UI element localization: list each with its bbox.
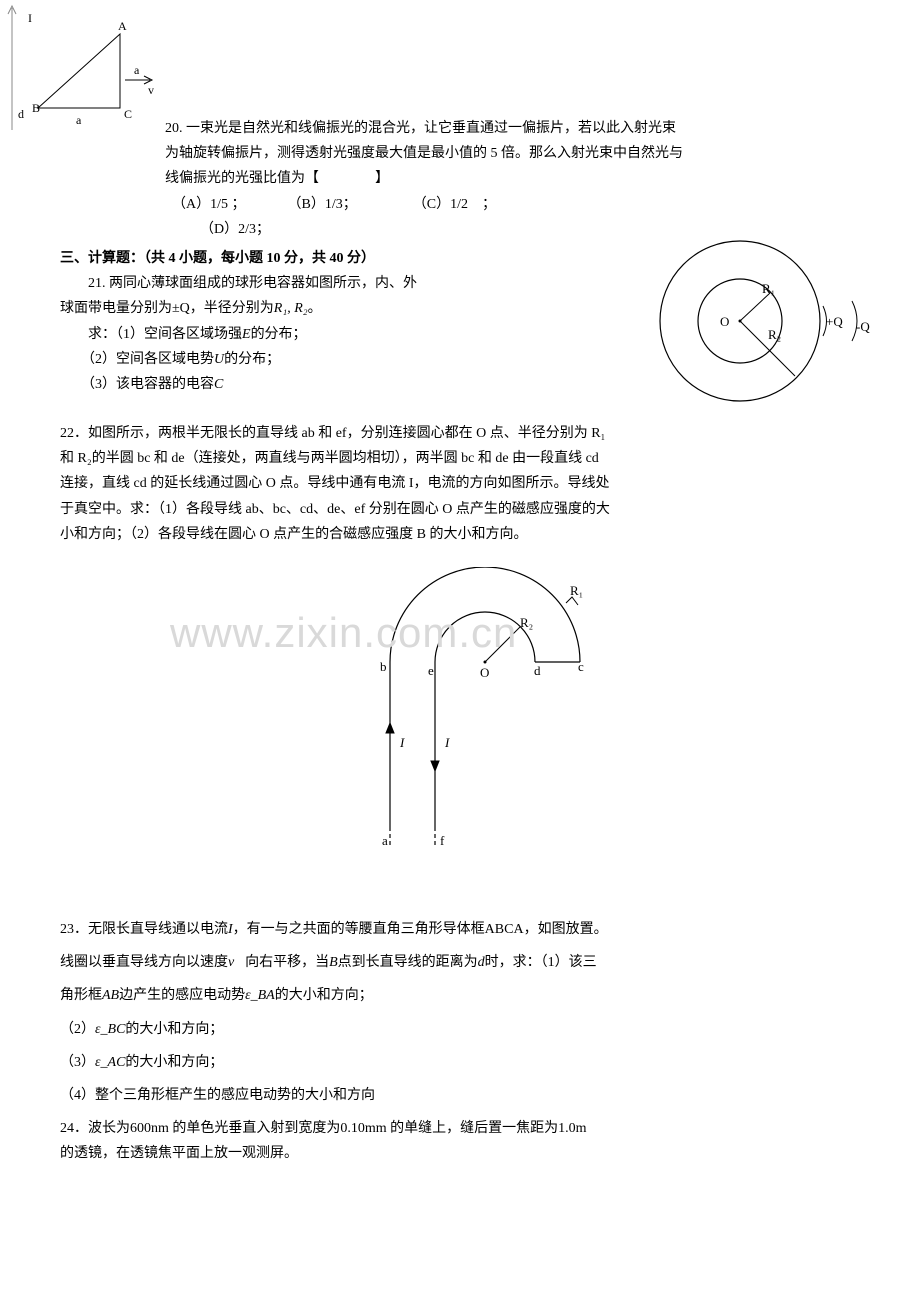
q20-line2: 为轴旋转偏振片，测得透射光强度最大值是最小值的 5 倍。那么入射光束中自然光与 [165,141,860,166]
label-a1: a [134,63,140,77]
circles-O: O [720,314,729,329]
q21-sub2: （2）空间各区域电势U的分布； [60,347,460,372]
circles-plusQ: +Q [826,314,843,329]
label-a2: a [76,113,82,127]
q21-l1: 21. 两同心薄球面组成的球形电容器如图所示，内、外 [60,271,460,296]
label-A: A [118,19,127,33]
arc-a: a [382,833,388,848]
q24-line: 24．波长为600nm 的单色光垂直入射到宽度为0.10mm 的单缝上，缝后置一… [60,1116,860,1166]
q21-sub3: （3）该电容器的电容C [60,372,460,397]
q22-p3: 连接，直线 cd 的延长线通过圆心 O 点。导线中通有电流 I，电流的方向如图所… [60,471,860,496]
q22-p2: 和 R₂的半圆 bc 和 de（连接处，两直线与两半圆均相切），两半圆 bc 和… [60,446,860,471]
arc-f: f [440,833,445,848]
arc-I1: I [399,735,405,750]
q20-opt-c: （C）1/2 ； [420,197,496,212]
q21-l2: 球面带电量分别为±Q，半径分别为R₁, R₂。 [60,296,460,321]
label-C: C [124,107,132,121]
label-v: v [148,83,154,97]
q22-p1: 22．如图所示，两根半无限长的直导线 ab 和 ef，分别连接圆心都在 O 点、… [60,421,860,446]
q23-l3: 角形框AB边产生的感应电动势ε_BA的大小和方向； [60,983,860,1008]
q23-s3: （3）ε_AC的大小和方向； [60,1050,860,1075]
circles-minusQ: -Q [856,319,870,334]
arc-e: e [428,663,434,678]
q20-opt-d: （D）2/3； [207,222,270,237]
arc-I2: I [444,735,450,750]
arc-R1: R₁ [570,583,583,598]
q20-opt-a: （A）1/5 ； [179,197,239,212]
q20-line1: 20. 一束光是自然光和线偏振光的混合光，让它垂直通过一偏振片，若以此入射光束 [165,116,860,141]
figure-triangle: I A B C a a d v [0,0,160,140]
arc-R2: R₂ [520,615,533,630]
label-d: d [18,107,24,121]
figure-arcs: b c d e O R₁ R₂ a f I I [320,567,600,857]
q22-p4: 于真空中。求：（1）各段导线 ab、bc、cd、de、ef 分别在圆心 O 点产… [60,497,860,522]
arc-O: O [480,665,489,680]
q22-p5: 小和方向；（2）各段导线在圆心 O 点产生的合磁感应强度 B 的大小和方向。 [60,522,860,547]
q23-l2: 线圈以垂直导线方向以速度v⃗向右平移，当B点到长直导线的距离为d时，求：（1）该… [60,950,860,975]
arc-d: d [534,663,541,678]
q21-sub1: 求：（1）空间各区域场强E的分布； [60,322,460,347]
circles-R2: R₂ [768,327,781,342]
label-B: B [32,101,40,115]
q20-opt-b: （B）1/3； [295,197,350,212]
circles-R1: R₁ [762,281,775,296]
arc-c: c [578,659,584,674]
figure-concentric-circles: O R₁ R₂ +Q -Q [640,231,880,411]
q20-line3: 线偏振光的光强比值为【 】 [165,166,860,191]
q23-s2: （2）ε_BC的大小和方向； [60,1017,860,1042]
q23-s4: （4）整个三角形框产生的感应电动势的大小和方向 [60,1083,860,1108]
label-I: I [28,11,32,25]
q23-l1: 23．无限长直导线通以电流I，有一与之共面的等腰直角三角形导体框ABCA，如图放… [60,917,860,942]
arc-b: b [380,659,387,674]
